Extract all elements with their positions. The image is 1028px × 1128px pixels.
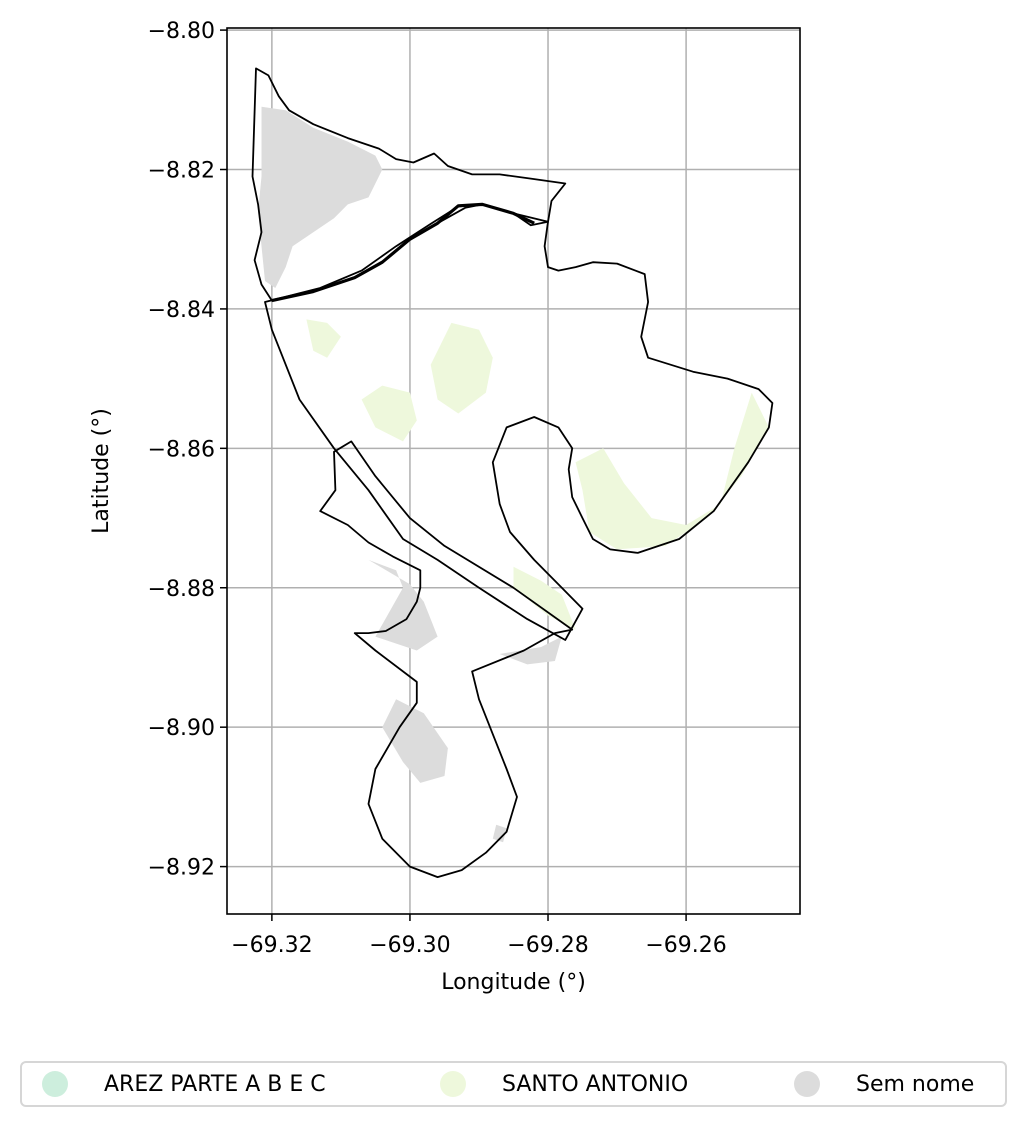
boundary-south-polygon bbox=[319, 440, 574, 878]
region-santo-antonio-mid-west bbox=[361, 385, 417, 442]
region-sem-nome-south-tip bbox=[492, 824, 507, 843]
legend-label-sem-nome: Sem nome bbox=[856, 1071, 975, 1097]
legend-item-santo-antonio: SANTO ANTONIO bbox=[440, 1063, 688, 1105]
region-santo-antonio-south bbox=[513, 566, 576, 630]
region-santo-antonio-center bbox=[430, 322, 493, 414]
boundary-shared-edge bbox=[271, 202, 535, 303]
region-sem-nome-south-low bbox=[382, 699, 448, 783]
x-tick-label-3: −69.26 bbox=[645, 933, 726, 958]
filled-regions bbox=[258, 106, 769, 843]
y-tick-label-4: −8.88 bbox=[148, 577, 215, 602]
sem-nome-swatch-icon bbox=[794, 1071, 820, 1097]
y-tick-label-6: −8.92 bbox=[148, 856, 215, 881]
region-santo-antonio-east bbox=[575, 392, 769, 550]
x-tick-label-2: −69.28 bbox=[507, 933, 588, 958]
y-tick-label-0: −8.80 bbox=[148, 19, 215, 44]
region-sem-nome-north bbox=[258, 106, 383, 288]
legend-label-santo-antonio: SANTO ANTONIO bbox=[502, 1071, 689, 1097]
x-tick-label-1: −69.30 bbox=[369, 933, 450, 958]
santo-antonio-swatch-icon bbox=[440, 1071, 466, 1097]
boundary-lines bbox=[251, 67, 774, 878]
plot-frame bbox=[226, 27, 801, 915]
legend-label-arez: AREZ PARTE A B E C bbox=[104, 1071, 326, 1097]
y-tick-label-2: −8.84 bbox=[148, 298, 215, 323]
x-tick-label-0: −69.32 bbox=[231, 933, 312, 958]
legend: AREZ PARTE A B E C SANTO ANTONIO Sem nom… bbox=[20, 1061, 1007, 1107]
x-axis-label: Longitude (°) bbox=[441, 970, 586, 995]
arez-swatch-icon bbox=[42, 1071, 68, 1097]
region-santo-antonio-west bbox=[306, 319, 341, 358]
ticks: −69.32 −69.30 −69.28 −69.26 −8.80 −8.82 −8.84 −… bbox=[148, 19, 727, 958]
map-chart: −69.32 −69.30 −69.28 −69.26 −8.80 −8.82 −8.84 −… bbox=[89, 19, 801, 995]
boundary-east-polygon bbox=[264, 203, 774, 641]
legend-item-arez: AREZ PARTE A B E C bbox=[42, 1063, 326, 1105]
y-tick-label-3: −8.86 bbox=[148, 437, 215, 462]
y-axis-label: Latitude (°) bbox=[89, 408, 114, 534]
region-sem-nome-south-east bbox=[499, 636, 562, 665]
y-tick-label-5: −8.90 bbox=[148, 716, 215, 741]
y-tick-label-1: −8.82 bbox=[148, 159, 215, 184]
legend-item-sem-nome: Sem nome bbox=[794, 1063, 974, 1105]
region-sem-nome-south-mid bbox=[368, 559, 438, 651]
